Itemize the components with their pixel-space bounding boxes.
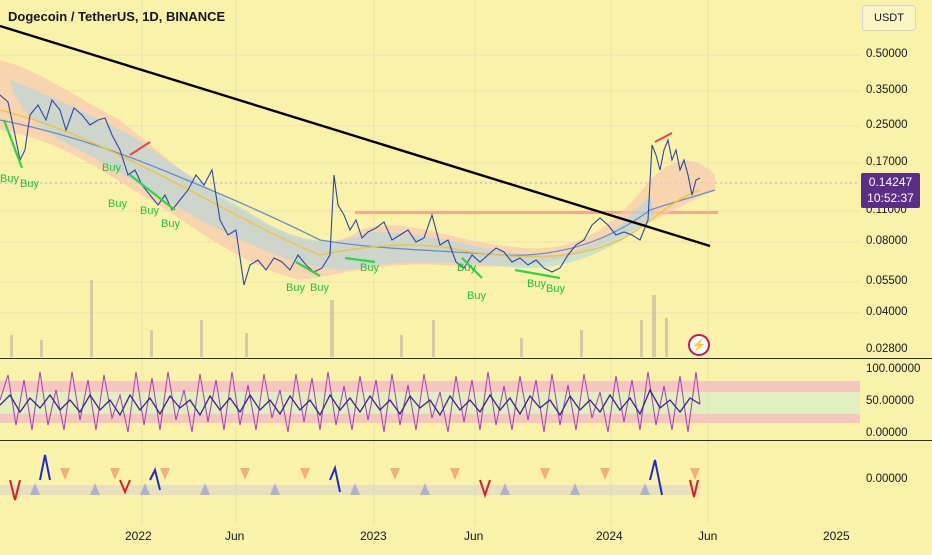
buy-label: Buy — [310, 282, 329, 294]
oscillator-tick: 0.00000 — [866, 427, 908, 439]
pane-divider[interactable] — [0, 358, 932, 359]
lower-tick: 0.00000 — [866, 473, 908, 485]
oversold-zone — [0, 414, 860, 423]
overbought-zone — [0, 381, 860, 392]
buy-label: Buy — [360, 262, 379, 274]
price-tick: 0.35000 — [866, 84, 908, 96]
price-tick: 0.50000 — [866, 48, 908, 60]
volume-bars — [10, 280, 668, 357]
price-tick: 0.04000 — [866, 306, 908, 318]
trendline[interactable] — [0, 24, 711, 248]
current-price-value: 0.14247 — [868, 175, 913, 189]
time-tick: 2024 — [596, 529, 623, 543]
time-tick: Jun — [464, 529, 484, 543]
price-tick: 0.17000 — [866, 156, 908, 168]
pane-divider[interactable] — [0, 440, 932, 441]
oscillator-tick: 100.00000 — [866, 363, 921, 375]
oscillator-secondary — [0, 371, 701, 433]
price-series — [0, 94, 701, 286]
chart-canvas[interactable] — [0, 0, 860, 550]
buy-signal-lines — [2, 119, 561, 280]
time-tick: Jun — [225, 529, 245, 543]
time-tick: 2023 — [360, 529, 387, 543]
bar-countdown: 10:52:37 — [867, 191, 914, 205]
currency-button[interactable]: USDT — [862, 5, 916, 31]
chart-area[interactable]: Dogecoin / TetherUS, 1D, BINANCE Buy Buy… — [0, 0, 860, 550]
lightning-icon[interactable]: ⚡ — [688, 334, 710, 356]
price-tick: 0.25000 — [866, 119, 908, 131]
buy-label: Buy — [527, 278, 546, 290]
buy-label: Buy — [161, 218, 180, 230]
buy-label: Buy — [286, 282, 305, 294]
buy-label: Buy — [140, 205, 159, 217]
buy-label: Buy — [546, 283, 565, 295]
buy-label: Buy — [20, 178, 39, 190]
support-level — [355, 211, 718, 214]
oscillator-line — [0, 388, 701, 417]
sell-signal-lines — [129, 132, 673, 156]
buy-label: Buy — [0, 173, 19, 185]
price-tick: 0.02800 — [866, 343, 908, 355]
buy-label: Buy — [102, 162, 121, 174]
oscillator-tick: 50.00000 — [866, 395, 914, 407]
cloud-band-blue — [10, 80, 655, 270]
buy-label: Buy — [467, 290, 486, 302]
lower-indicator — [0, 454, 700, 501]
moving-average-yellow — [0, 109, 701, 258]
price-tick: 0.08000 — [866, 235, 908, 247]
time-tick: Jun — [698, 529, 718, 543]
price-tick: 0.05500 — [866, 275, 908, 287]
price-axis[interactable]: 0.50000 0.35000 0.25000 0.17000 0.11000 … — [860, 0, 932, 550]
buy-label: Buy — [108, 198, 127, 210]
time-tick: 2025 — [823, 529, 850, 543]
neutral-zone — [0, 392, 860, 414]
current-price-tag: 0.14247 10:52:37 — [861, 173, 920, 208]
time-tick: 2022 — [125, 529, 152, 543]
chart-title: Dogecoin / TetherUS, 1D, BINANCE — [8, 9, 226, 24]
buy-label: Buy — [457, 262, 476, 274]
